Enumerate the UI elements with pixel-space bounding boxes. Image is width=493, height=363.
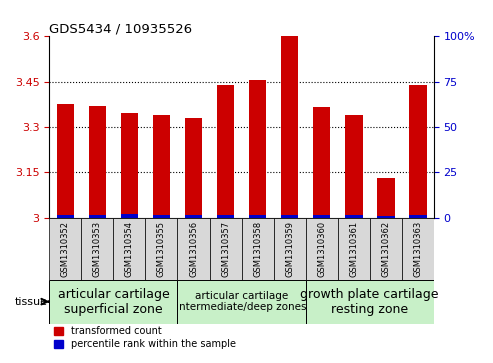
Legend: transformed count, percentile rank within the sample: transformed count, percentile rank withi… bbox=[54, 326, 236, 349]
Bar bbox=[402, 217, 434, 280]
Bar bbox=[306, 280, 434, 324]
Bar bbox=[313, 107, 330, 217]
Bar bbox=[121, 214, 138, 217]
Bar bbox=[345, 215, 362, 217]
Bar bbox=[306, 217, 338, 280]
Bar bbox=[89, 106, 106, 217]
Text: GSM1310360: GSM1310360 bbox=[317, 221, 326, 277]
Bar bbox=[409, 85, 426, 217]
Text: GSM1310359: GSM1310359 bbox=[285, 221, 294, 277]
Text: GDS5434 / 10935526: GDS5434 / 10935526 bbox=[49, 22, 192, 35]
Text: growth plate cartilage
resting zone: growth plate cartilage resting zone bbox=[301, 287, 439, 316]
Bar bbox=[57, 104, 74, 217]
Text: GSM1310361: GSM1310361 bbox=[349, 221, 358, 277]
Bar bbox=[177, 217, 210, 280]
Bar bbox=[217, 215, 234, 217]
Bar bbox=[281, 215, 298, 217]
Text: GSM1310358: GSM1310358 bbox=[253, 221, 262, 277]
Bar bbox=[217, 85, 234, 217]
Text: GSM1310362: GSM1310362 bbox=[381, 221, 390, 277]
Bar bbox=[185, 118, 202, 217]
Bar bbox=[113, 217, 145, 280]
Text: GSM1310356: GSM1310356 bbox=[189, 221, 198, 277]
Bar bbox=[377, 216, 394, 217]
Bar bbox=[121, 113, 138, 217]
Bar bbox=[57, 215, 74, 217]
Bar bbox=[274, 217, 306, 280]
Text: GSM1310357: GSM1310357 bbox=[221, 221, 230, 277]
Bar bbox=[313, 215, 330, 217]
Bar bbox=[153, 215, 170, 217]
Text: GSM1310363: GSM1310363 bbox=[413, 221, 423, 277]
Text: articular cartilage
intermediate/deep zones: articular cartilage intermediate/deep zo… bbox=[176, 291, 307, 313]
Bar bbox=[377, 178, 394, 217]
Text: GSM1310353: GSM1310353 bbox=[93, 221, 102, 277]
Text: GSM1310352: GSM1310352 bbox=[61, 221, 70, 277]
Bar bbox=[185, 215, 202, 217]
Text: tissue: tissue bbox=[15, 297, 48, 307]
Bar bbox=[249, 80, 266, 217]
Bar bbox=[145, 217, 177, 280]
Text: GSM1310355: GSM1310355 bbox=[157, 221, 166, 277]
Bar bbox=[242, 217, 274, 280]
Bar bbox=[210, 217, 242, 280]
Text: GSM1310354: GSM1310354 bbox=[125, 221, 134, 277]
Bar bbox=[177, 280, 306, 324]
Bar bbox=[281, 36, 298, 217]
Bar bbox=[338, 217, 370, 280]
Text: articular cartilage
superficial zone: articular cartilage superficial zone bbox=[58, 287, 169, 316]
Bar bbox=[345, 115, 362, 217]
Bar bbox=[370, 217, 402, 280]
Bar bbox=[153, 115, 170, 217]
Bar bbox=[249, 215, 266, 217]
Bar bbox=[409, 215, 426, 217]
Bar bbox=[89, 215, 106, 217]
Bar bbox=[49, 280, 177, 324]
Bar bbox=[49, 217, 81, 280]
Bar bbox=[81, 217, 113, 280]
